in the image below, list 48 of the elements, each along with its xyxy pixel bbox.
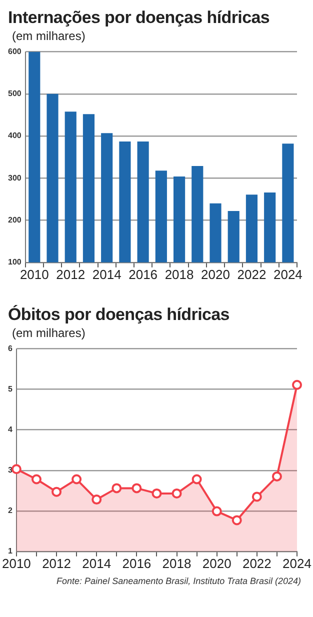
- point: [292, 380, 302, 390]
- x-tick-label: 2014: [92, 266, 122, 282]
- x-tick-label: 2016: [122, 556, 152, 571]
- y-tick-label: 4: [8, 425, 13, 434]
- x-tick-label: 2022: [237, 266, 266, 282]
- point: [192, 474, 202, 484]
- y-tick-label: 2: [8, 506, 13, 516]
- x-tick-label: 2018: [164, 266, 194, 282]
- point: [92, 494, 102, 505]
- x-tick-label: 2024: [282, 556, 312, 571]
- point: [112, 483, 122, 494]
- x-tick-label: 2010: [20, 266, 49, 282]
- x-tick-label: 2020: [201, 266, 230, 282]
- y-tick-label: 3: [8, 466, 13, 475]
- x-tick-label: 2016: [128, 266, 158, 282]
- point: [132, 483, 142, 494]
- x-tick-label: 2012: [56, 266, 86, 282]
- y-tick-label: 300: [8, 173, 22, 182]
- chart-title: Óbitos por doenças hídricas: [8, 305, 230, 325]
- y-tick-label: 1: [8, 546, 13, 556]
- point: [72, 474, 82, 484]
- y-tick-label: 100: [8, 258, 22, 267]
- y-tick-label: 6: [8, 344, 13, 354]
- x-tick-label: 2022: [242, 556, 272, 571]
- point: [152, 488, 162, 498]
- chart-subtitle: (em milhares): [12, 29, 86, 43]
- x-tick-label: 2012: [42, 556, 71, 571]
- y-tick-label: 500: [8, 89, 22, 98]
- point: [52, 486, 62, 497]
- point: [272, 471, 282, 482]
- point: [11, 464, 22, 474]
- y-tick-label: 600: [8, 47, 22, 56]
- source-note: Fonte: Painel Saneamento Brasil, Instituto Trata Brasil (2024): [56, 576, 302, 586]
- x-tick-label: 2018: [162, 556, 192, 571]
- x-tick-label: 2024: [273, 266, 302, 282]
- chart-subtitle: (em milhares): [12, 326, 86, 340]
- point: [212, 506, 222, 516]
- chart-title: Internações por doenças hídricas: [8, 8, 271, 28]
- x-tick-label: 2010: [2, 556, 31, 571]
- y-tick-label: 200: [8, 215, 22, 224]
- x-tick-label: 2014: [82, 556, 112, 571]
- point: [252, 492, 262, 502]
- point: [232, 515, 242, 526]
- x-tick-label: 2020: [202, 556, 232, 571]
- point: [172, 488, 182, 498]
- y-tick-label: 400: [8, 131, 22, 140]
- point: [31, 474, 42, 484]
- y-tick-label: 5: [8, 384, 13, 394]
